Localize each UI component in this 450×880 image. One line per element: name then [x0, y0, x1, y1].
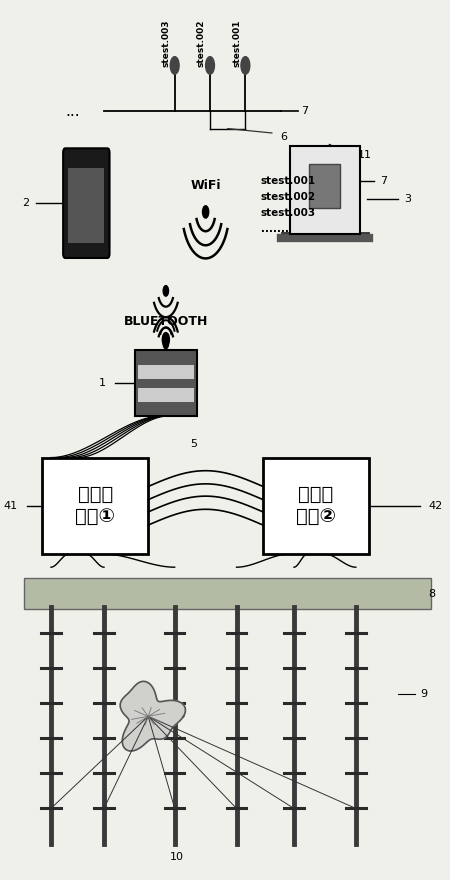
- FancyBboxPatch shape: [138, 364, 194, 378]
- FancyBboxPatch shape: [63, 149, 109, 258]
- Text: WiFi: WiFi: [190, 180, 221, 192]
- Circle shape: [163, 286, 168, 297]
- Text: 电极转
换器②: 电极转 换器②: [296, 485, 336, 526]
- Text: stest.001: stest.001: [232, 19, 241, 67]
- Text: 3: 3: [405, 194, 411, 204]
- Text: .......: .......: [261, 224, 289, 233]
- Text: stest.003: stest.003: [162, 19, 171, 67]
- Text: 11: 11: [358, 150, 372, 160]
- FancyBboxPatch shape: [138, 388, 194, 402]
- Circle shape: [163, 338, 168, 348]
- Text: 5: 5: [190, 439, 197, 450]
- Circle shape: [206, 56, 215, 74]
- FancyBboxPatch shape: [263, 458, 369, 554]
- Text: stest.001: stest.001: [261, 176, 316, 187]
- Text: stest.003: stest.003: [261, 208, 316, 217]
- Circle shape: [241, 56, 250, 74]
- Text: 9: 9: [420, 689, 427, 700]
- Text: 6: 6: [281, 132, 288, 143]
- Text: 41: 41: [4, 501, 18, 510]
- Text: 2: 2: [22, 198, 29, 209]
- Text: 42: 42: [429, 501, 443, 510]
- Text: 10: 10: [170, 852, 184, 862]
- FancyBboxPatch shape: [42, 458, 148, 554]
- Text: stest.002: stest.002: [261, 192, 316, 202]
- Text: stest.002: stest.002: [197, 19, 206, 67]
- Text: ...: ...: [66, 104, 81, 119]
- Text: BLUETOOTH: BLUETOOTH: [124, 315, 208, 328]
- FancyBboxPatch shape: [68, 168, 104, 243]
- Circle shape: [170, 56, 179, 74]
- Text: 8: 8: [429, 589, 436, 598]
- Circle shape: [202, 206, 209, 218]
- Text: 7: 7: [380, 176, 387, 187]
- FancyBboxPatch shape: [310, 164, 340, 208]
- Text: 7: 7: [301, 106, 308, 116]
- Text: 1: 1: [99, 378, 106, 388]
- Text: 电极转
换器①: 电极转 换器①: [75, 485, 115, 526]
- FancyBboxPatch shape: [135, 350, 197, 416]
- Circle shape: [162, 333, 169, 347]
- Polygon shape: [120, 681, 185, 751]
- FancyBboxPatch shape: [289, 146, 360, 234]
- FancyBboxPatch shape: [24, 578, 431, 609]
